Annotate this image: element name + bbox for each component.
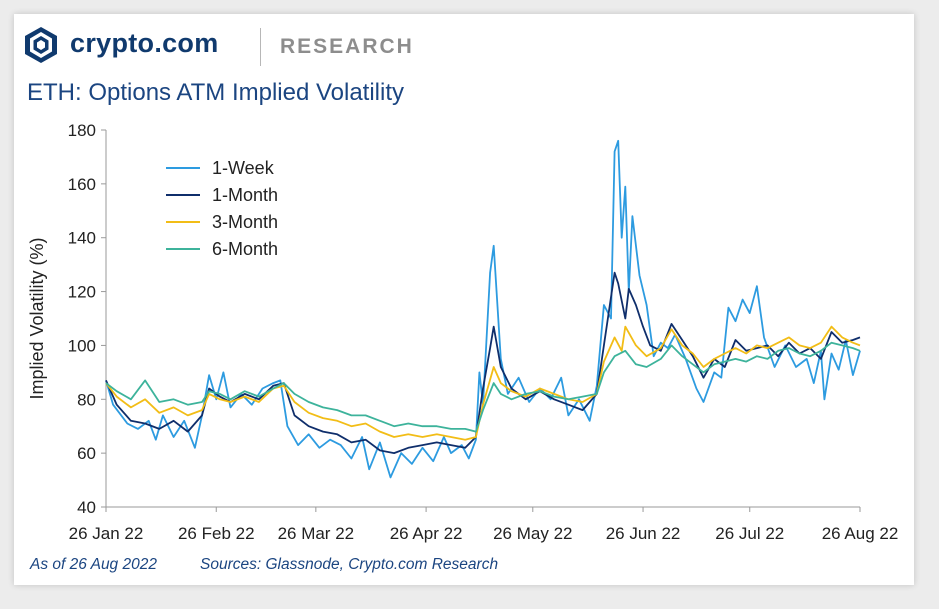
x-tick-label: 26 May 22 [493,524,572,543]
x-tick-label: 26 Aug 22 [822,524,899,543]
header-divider [260,28,261,66]
y-tick-label: 180 [68,121,96,140]
y-tick-label: 120 [68,283,96,302]
legend-label-1-month: 1-Month [212,185,278,205]
legend: 1-Week 1-Month 3-Month 6-Month [166,158,278,259]
series-lines [105,139,861,479]
line-chart: 40 60 80 100 120 140 160 180 26 Jan 22 26 Feb 22 2… [27,121,898,543]
sources-note: Sources: Glassnode, Crypto.com Research [200,556,499,573]
x-tick-label: 26 Jan 22 [69,524,144,543]
series-line-1-month [105,271,861,454]
axes: 40 60 80 100 120 140 160 180 26 Jan 22 26 Feb 22 2… [27,121,898,543]
y-tick-label: 100 [68,336,96,355]
section-label: RESEARCH [280,35,414,58]
series-line-3-month [105,325,861,441]
crypto-com-logo-icon [25,27,57,63]
chart-title: ETH: Options ATM Implied Volatility [27,79,405,106]
legend-label-3-month: 3-Month [212,212,278,232]
y-tick-label: 80 [77,390,96,409]
y-tick-label: 60 [77,444,96,463]
brand-name: crypto.com [70,28,219,58]
x-tick-label: 26 Feb 22 [178,524,255,543]
as-of-date: As of 26 Aug 2022 [30,556,157,573]
series-line-6-month [105,341,861,433]
y-tick-label: 140 [68,229,96,248]
x-tick-label: 26 Jul 22 [715,524,784,543]
x-tick-label: 26 Mar 22 [278,524,355,543]
y-tick-label: 40 [77,498,96,517]
x-tick-label: 26 Apr 22 [390,524,463,543]
chart-card: crypto.com RESEARCH ETH: Options ATM Imp… [14,14,914,585]
y-tick-label: 160 [68,175,96,194]
legend-label-1-week: 1-Week [212,158,275,178]
y-axis-label: Implied Volatility (%) [27,237,47,399]
x-tick-label: 26 Jun 22 [606,524,681,543]
legend-label-6-month: 6-Month [212,239,278,259]
